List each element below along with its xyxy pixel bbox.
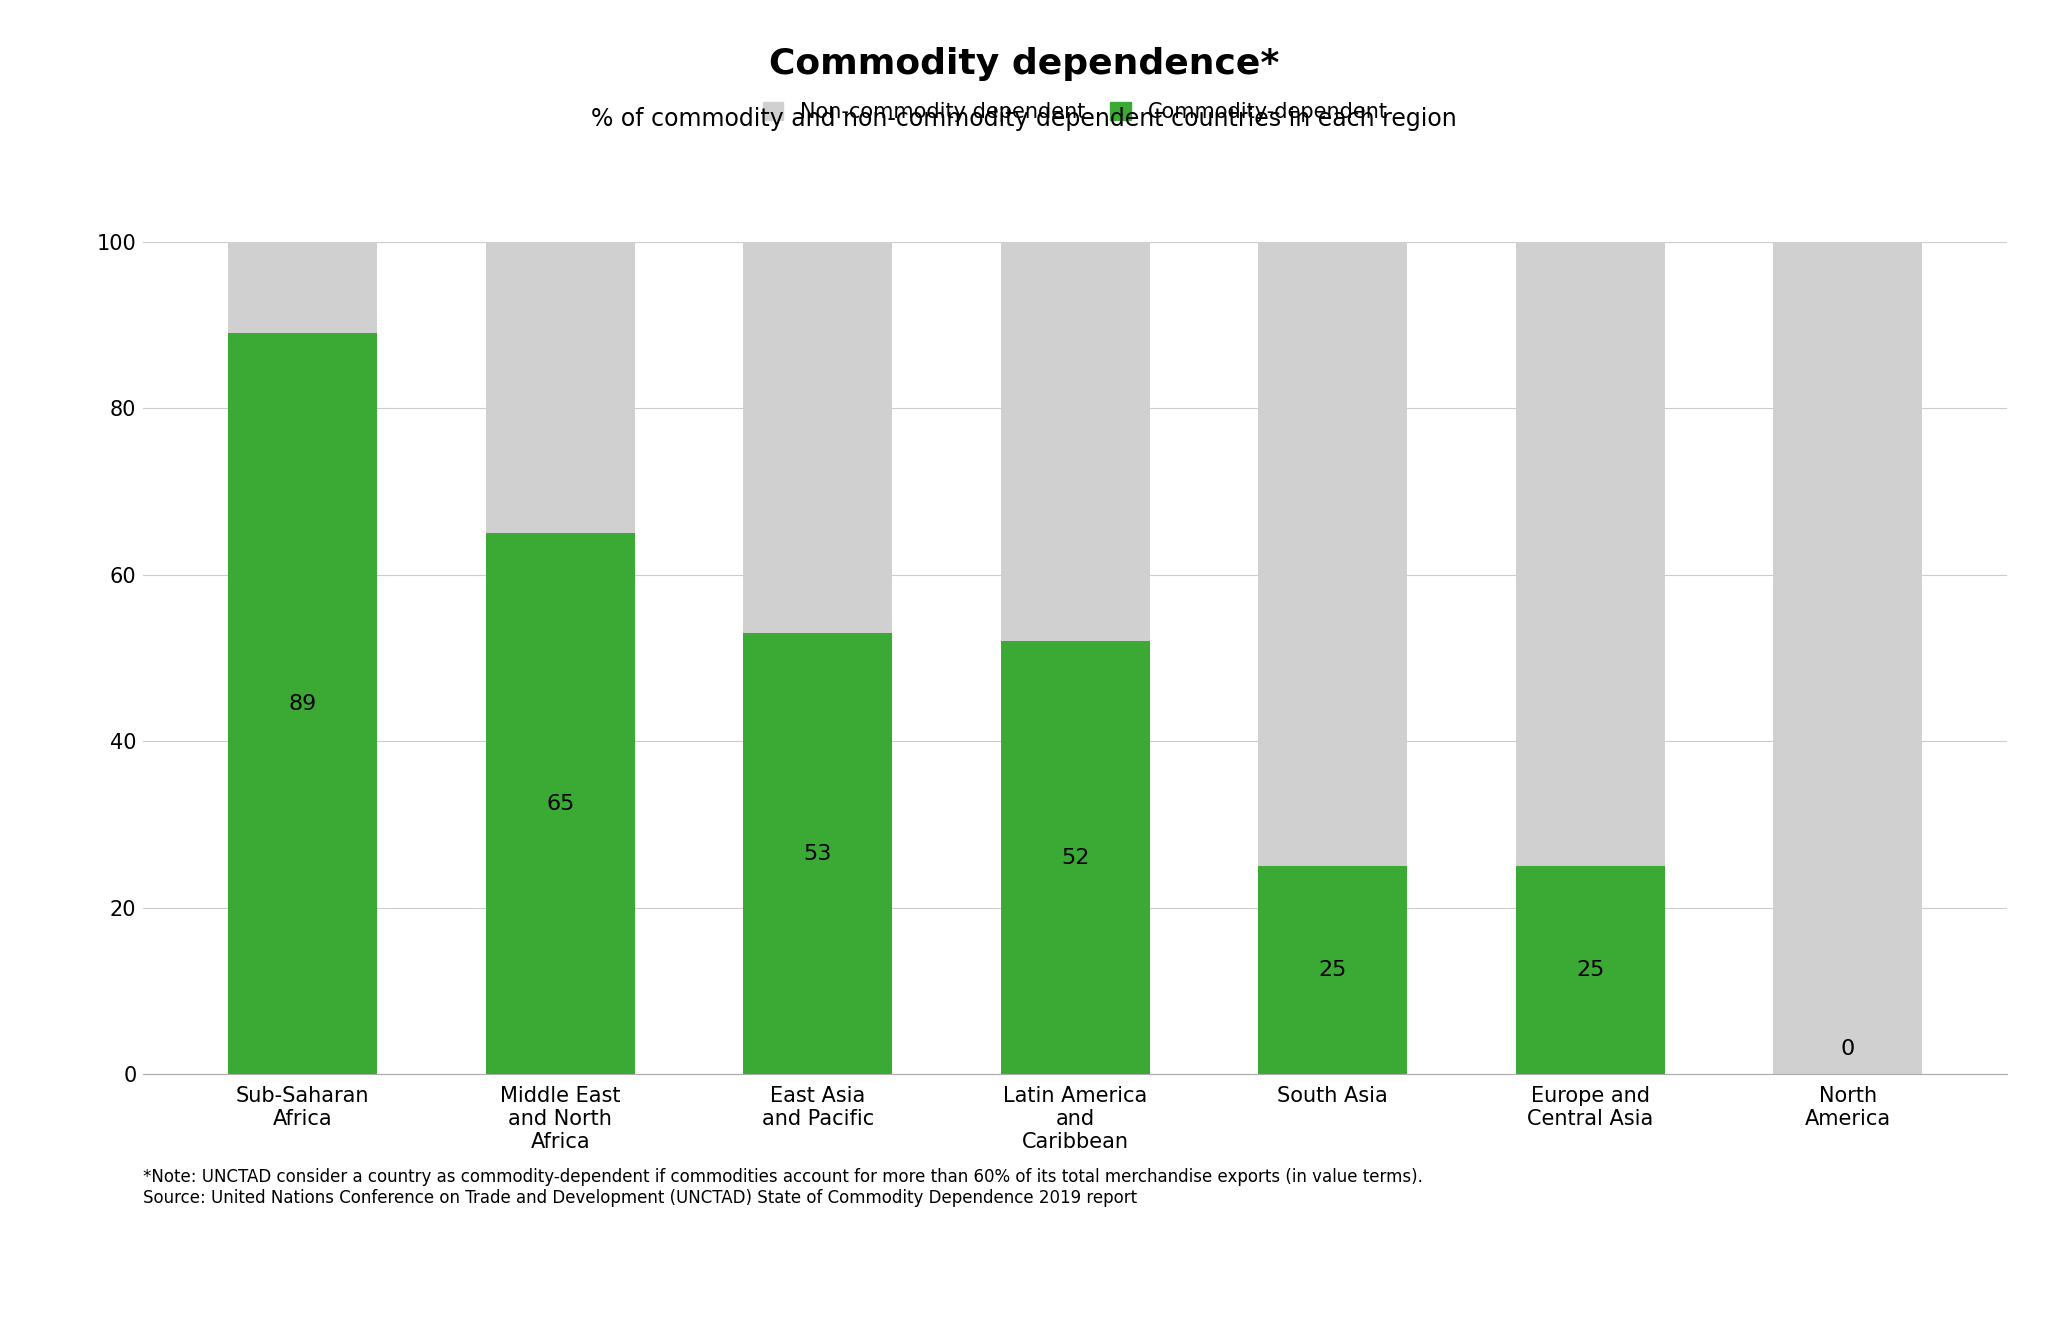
Bar <box>1001 642 1149 1074</box>
Bar <box>1001 242 1149 642</box>
Bar <box>485 533 635 1074</box>
Text: 53: 53 <box>803 843 831 864</box>
Bar <box>1516 242 1665 866</box>
Text: Commodity dependence*: Commodity dependence* <box>768 47 1280 81</box>
Bar <box>1516 866 1665 1074</box>
Bar <box>1257 242 1407 866</box>
Text: 65: 65 <box>547 794 573 814</box>
Text: % of commodity and non-commodity dependent countries in each region: % of commodity and non-commodity depende… <box>592 107 1456 132</box>
Text: *Note: UNCTAD consider a country as commodity-dependent if commodities account f: *Note: UNCTAD consider a country as comm… <box>143 1168 1423 1207</box>
Bar <box>743 242 893 633</box>
Bar <box>743 633 893 1074</box>
Bar <box>227 242 377 333</box>
Bar <box>485 242 635 533</box>
Bar <box>1774 242 1923 1074</box>
Text: 52: 52 <box>1061 847 1090 868</box>
Text: 25: 25 <box>1319 960 1348 980</box>
Text: 25: 25 <box>1577 960 1604 980</box>
Bar <box>1257 866 1407 1074</box>
Text: 89: 89 <box>289 694 317 714</box>
Text: 0: 0 <box>1841 1039 1855 1060</box>
Legend: Non-commodity dependent, Commodity-dependent: Non-commodity dependent, Commodity-depen… <box>762 102 1389 122</box>
Bar <box>227 333 377 1074</box>
